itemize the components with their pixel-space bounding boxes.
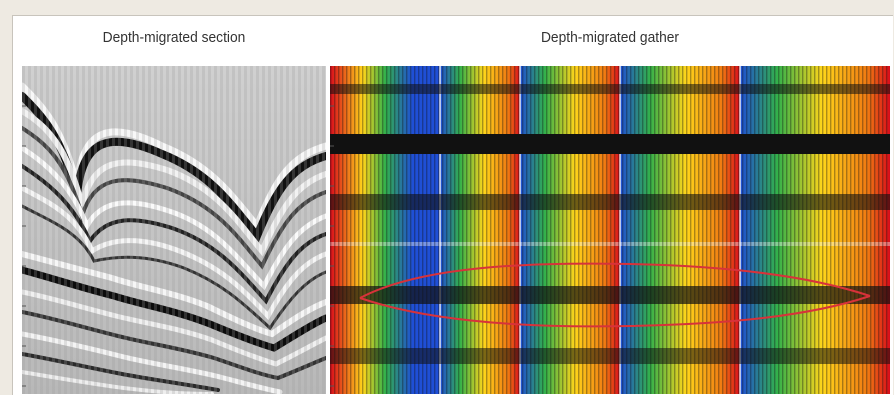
gather-depth-ticks xyxy=(330,105,334,387)
section-grain xyxy=(22,66,326,394)
section-depth-ticks xyxy=(22,105,26,387)
highlight-ellipse xyxy=(359,262,871,328)
gather-caption: Depth-migrated gather xyxy=(540,29,680,46)
section-caption: Depth-migrated section xyxy=(102,29,246,46)
gather-wiggle-traces xyxy=(330,66,890,394)
depth-migrated-section-image xyxy=(22,66,326,394)
depth-migrated-gather-image xyxy=(330,66,890,394)
